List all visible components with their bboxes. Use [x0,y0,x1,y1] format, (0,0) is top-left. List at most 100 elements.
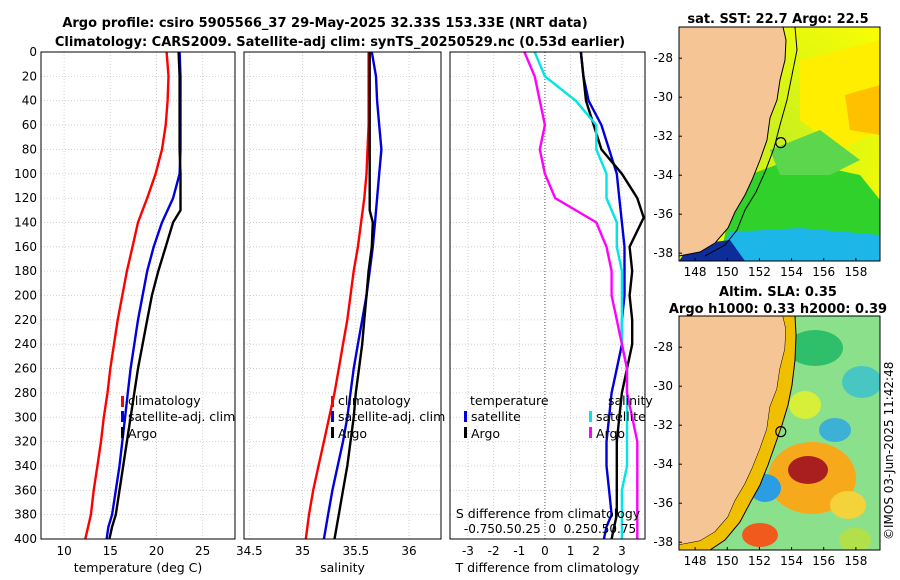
map-y-tick-label: -30 [653,379,673,393]
x-tick-label: 20 [149,544,164,558]
map-y-tick-label: -30 [653,90,673,104]
legend-swatch-argo [331,427,334,438]
y-tick-label: 400 [14,532,37,546]
x-tick-label: -2 [488,544,500,558]
map-x-tick-label: 154 [780,265,803,279]
legend-swatch-t-argo [464,427,467,438]
map-y-tick-label: -34 [653,457,673,471]
y-tick-label: 240 [14,337,37,351]
temperature-panel: 0 20 40 60 80 100 120 140 160 180 200 220 240 260 280 3… [14,45,236,575]
sla-eddy-8 [830,491,866,519]
sla-shelf-band [679,316,796,550]
y-tick-label: 40 [22,94,37,108]
map-y-tick-label: -28 [653,340,673,354]
legend-label-t-satellite: satellite [471,409,521,424]
sla-argo-marker [775,426,787,438]
y-tick-label: 60 [22,118,37,132]
sst-cold-zone [715,228,880,261]
map-x-tick-label: 158 [844,554,867,568]
y-tick-label: 260 [14,362,37,376]
map-y-tick-label: -32 [653,129,673,143]
x-tick-label: 15 [103,544,118,558]
legend-label-t-argo: Argo [471,426,500,441]
series-argo [579,51,645,540]
sla-map [679,316,880,550]
sla-eddy-6 [788,456,828,484]
map-y-tick-label: -32 [653,418,673,432]
sla-eddy-1 [787,330,843,366]
map-x-tick-label: 148 [684,265,707,279]
map-y-tick-label: -34 [653,168,673,182]
sla-map-axes: 148 150 152 154 156 158 -28 -30 -32 -34 -36 -38 [653,340,867,568]
y-tick-label: 140 [14,215,37,229]
sla-map-title-1: Altim. SLA: 0.35 [719,285,837,300]
x-tick-label: 34.5 [236,544,263,558]
sst-land [679,27,786,256]
y-tick-label: 200 [14,289,37,303]
sla-eddy-3 [819,418,851,442]
difference-panel: -3 -2 -1 0 1 2 3 T difference from climatology [449,51,646,575]
map-y-tick-label: -36 [653,207,673,221]
axes-frame [243,51,442,540]
y-tick-label: 220 [14,313,37,327]
map-x-tick-label: 158 [844,265,867,279]
y-tick-label: 100 [14,167,37,181]
map-y-tick-label: -38 [653,246,673,260]
legend-label-climatology: climatology [128,393,201,408]
x-tick-label: 25 [195,544,210,558]
map-x-tick-label: 156 [812,554,835,568]
legend-swatch-climatology [121,396,124,407]
axes-frame [449,51,646,540]
sla-eddy-2 [842,366,880,398]
sla-map-title-2: Argo h1000: 0.33 h2000: 0.39 [669,302,887,317]
x-tick-label: 1 [567,544,575,558]
sla-land [679,316,786,545]
legend-label-s-satellite: satellite [596,409,646,424]
y-tick-label: 380 [14,508,37,522]
x-tick-label: 36 [401,544,416,558]
map-x-tick-label: 154 [780,554,803,568]
legend-swatch-satellite [121,411,124,422]
map-x-tick-label: 150 [716,265,739,279]
map-y-tick-label: -36 [653,496,673,510]
legend-swatch-s-argo [589,427,592,438]
series-argo [523,51,639,539]
sst-argo-marker [775,137,787,149]
y-tick-label: 280 [14,386,37,400]
x-tick-label: 3 [618,544,626,558]
sst-map-frame [678,26,881,262]
series-argo [108,51,182,540]
legend-label-s-argo: Argo [596,426,625,441]
series-climatology [84,51,170,540]
axes-frame [40,51,236,540]
x-axis-label: temperature (deg C) [74,560,203,575]
s-difference-label: S difference from climatology [456,506,641,521]
map-x-tick-label: 152 [748,554,771,568]
legend-label-satellite: satellite-adj. clim [338,409,445,424]
legend-label-climatology: climatology [338,393,411,408]
sst-map [679,27,880,261]
y-tick-label: 180 [14,264,37,278]
x-tick-label: 35 [295,544,310,558]
series-satellite [579,51,626,540]
sst-coastline [679,27,787,257]
y-tick-label: 80 [22,142,37,156]
map-x-tick-label: 152 [748,265,771,279]
y-tick-label: 120 [14,191,37,205]
legend-swatch-satellite [331,411,334,422]
sst-map-title: sat. SST: 22.7 Argo: 22.5 [687,12,868,27]
x-tick-label: 10 [56,544,71,558]
legend-swatch-s-satellite [589,411,592,422]
title-line-2: Climatology: CARS2009. Satellite-adj cli… [55,35,625,50]
map-x-tick-label: 150 [716,554,739,568]
sst-shelf-contour [704,27,798,257]
sla-eddy-4 [789,391,821,419]
x-tick-label: -1 [513,544,525,558]
legend-label-satellite: satellite-adj. clim [128,409,235,424]
temperature-legend: climatology satellite-adj. clim Argo [121,393,235,441]
sst-orange-patch [845,85,880,135]
legend-swatch-climatology [331,396,334,407]
map-y-tick-label: -28 [653,51,673,65]
sst-map-axes: 148 150 152 154 156 158 -28 -30 -32 -34 -36 -38 [653,51,867,279]
